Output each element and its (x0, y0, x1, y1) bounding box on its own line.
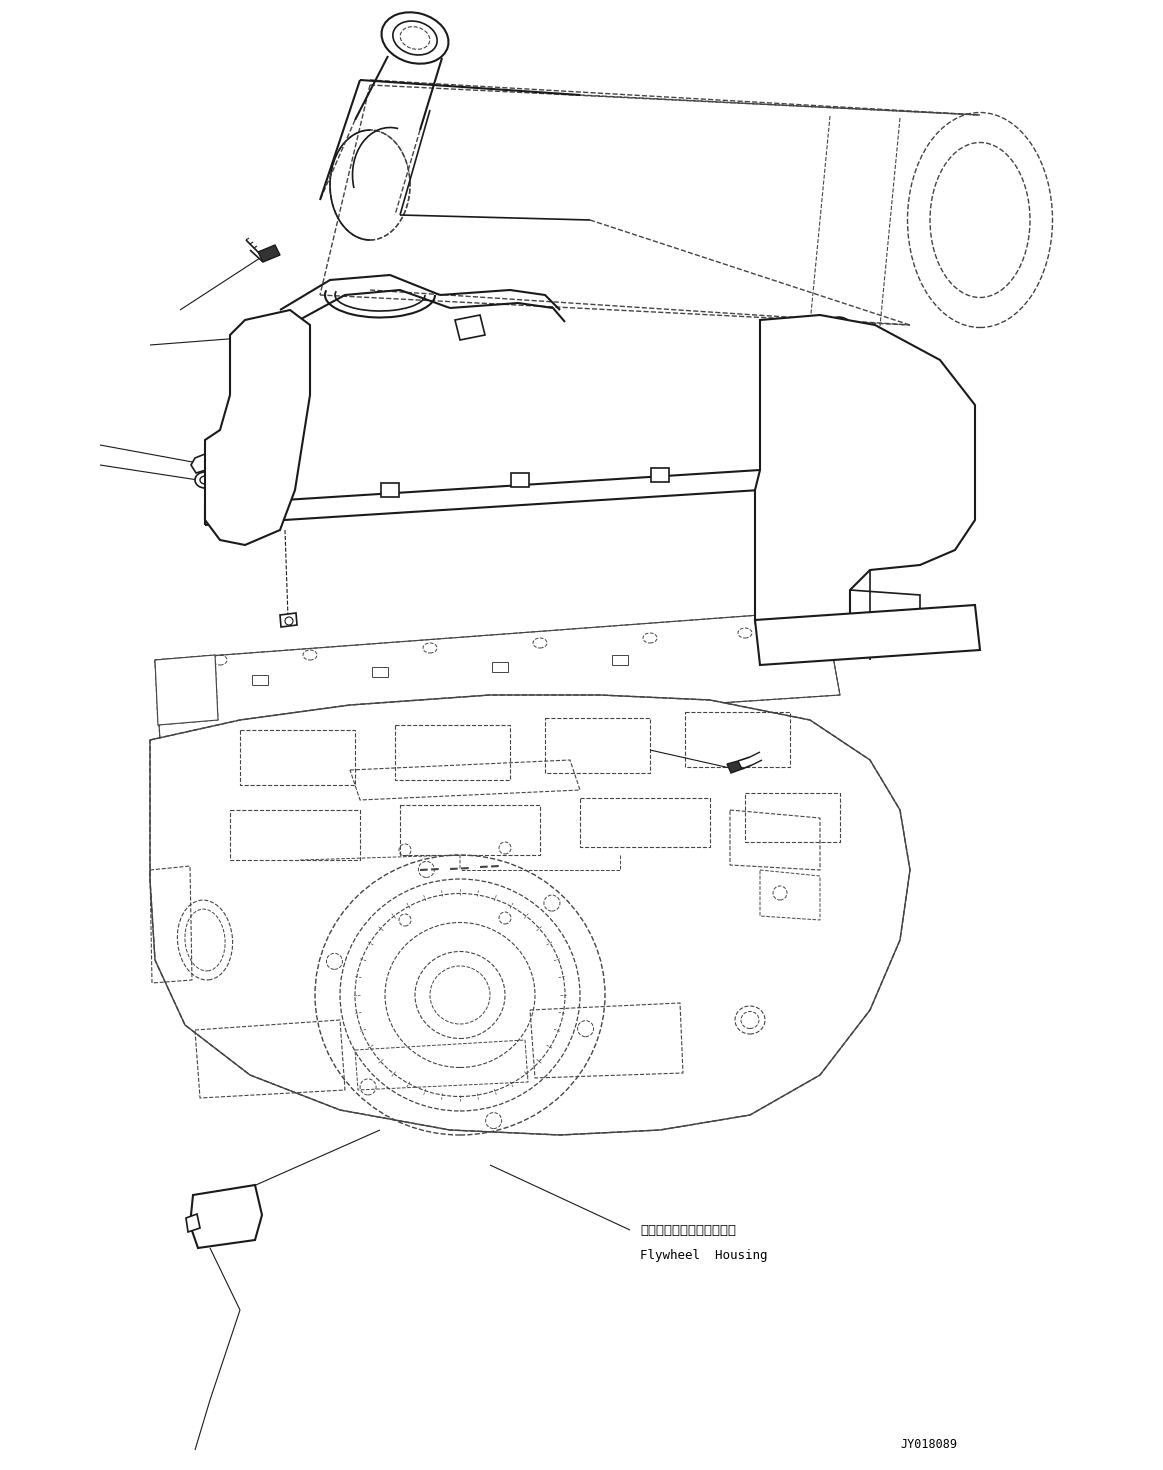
Polygon shape (155, 656, 217, 725)
Polygon shape (258, 245, 280, 262)
Polygon shape (205, 310, 311, 545)
Polygon shape (755, 606, 980, 664)
Text: Flywheel  Housing: Flywheel Housing (640, 1248, 768, 1261)
Polygon shape (651, 467, 669, 482)
Polygon shape (186, 1214, 200, 1232)
Polygon shape (612, 656, 628, 664)
Polygon shape (727, 761, 742, 773)
Polygon shape (190, 1185, 262, 1248)
Polygon shape (372, 667, 388, 678)
Polygon shape (511, 473, 529, 487)
Text: JY018089: JY018089 (900, 1439, 957, 1451)
Polygon shape (455, 315, 485, 340)
Polygon shape (191, 454, 211, 473)
Polygon shape (150, 695, 909, 1135)
Polygon shape (755, 315, 975, 660)
Polygon shape (155, 614, 840, 739)
Text: フライホイールハウジング: フライホイールハウジング (640, 1223, 736, 1236)
Polygon shape (492, 662, 508, 672)
Polygon shape (252, 675, 267, 685)
Ellipse shape (381, 12, 449, 63)
Polygon shape (280, 613, 297, 628)
Ellipse shape (195, 472, 215, 488)
Polygon shape (381, 484, 399, 497)
